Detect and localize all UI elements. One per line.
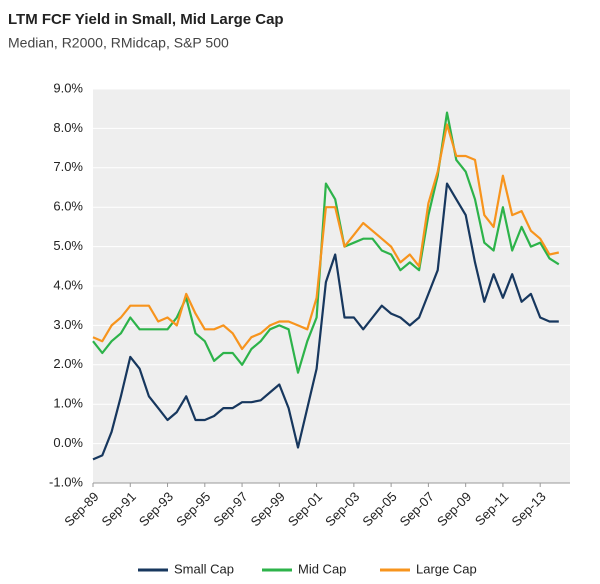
y-tick-label: 7.0% (53, 159, 83, 174)
y-tick-label: 8.0% (53, 120, 83, 135)
x-tick-label: Sep-07 (397, 489, 437, 529)
x-tick-label: Sep-09 (434, 489, 474, 529)
y-tick-label: 0.0% (53, 435, 83, 450)
chart-subtitle: Median, R2000, RMidcap, S&P 500 (8, 35, 229, 51)
y-tick-label: -1.0% (49, 474, 83, 489)
legend-label: Large Cap (416, 561, 477, 576)
legend-label: Small Cap (174, 561, 234, 576)
x-tick-label: Sep-01 (285, 489, 325, 529)
x-tick-label: Sep-13 (508, 489, 548, 529)
x-tick-label: Sep-03 (322, 489, 362, 529)
chart-title: LTM FCF Yield in Small, Mid Large Cap (8, 11, 284, 28)
x-tick-label: Sep-91 (99, 489, 139, 529)
y-tick-label: 9.0% (53, 80, 83, 95)
y-tick-label: 5.0% (53, 238, 83, 253)
y-tick-label: 4.0% (53, 277, 83, 292)
legend-label: Mid Cap (298, 561, 346, 576)
y-tick-label: 3.0% (53, 317, 83, 332)
x-tick-label: Sep-97 (210, 489, 250, 529)
series-line (92, 123, 560, 351)
x-tick-label: Sep-93 (136, 489, 176, 529)
series-line (92, 182, 559, 461)
x-tick-label: Sep-89 (61, 489, 101, 529)
series-line (92, 111, 560, 374)
x-tick-label: Sep-11 (472, 489, 512, 529)
x-tick-label: Sep-05 (359, 489, 399, 529)
y-tick-label: 6.0% (53, 199, 83, 214)
y-tick-label: 2.0% (53, 356, 83, 371)
x-tick-label: Sep-95 (173, 489, 213, 529)
x-tick-label: Sep-99 (248, 489, 288, 529)
y-tick-label: 1.0% (53, 396, 83, 411)
